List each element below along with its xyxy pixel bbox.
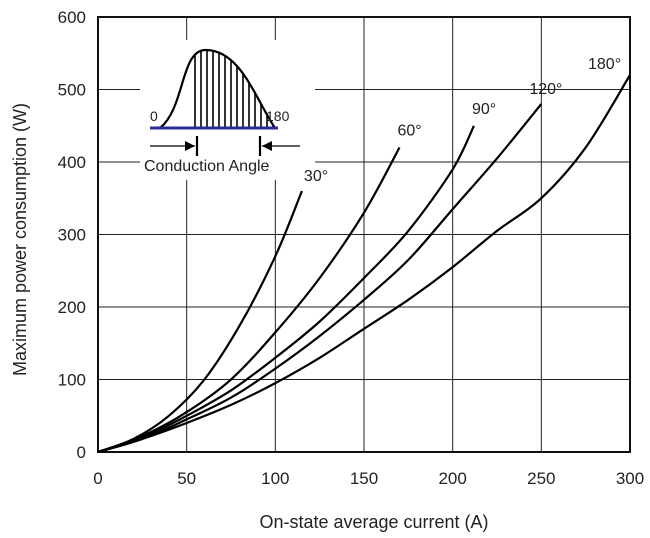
y-tick-label: 300: [58, 226, 86, 245]
plot-frame: [97, 16, 631, 453]
inset-background: [140, 40, 315, 180]
curve-90deg: [97, 125, 475, 454]
series-labels: 30° 60° 90° 120° 180°: [304, 56, 621, 185]
inset-caption: Conduction Angle: [144, 158, 270, 175]
x-tick-label: 200: [438, 469, 466, 488]
x-tick-label: 150: [350, 469, 378, 488]
series-label-60deg: 60°: [397, 123, 421, 140]
curve-60deg: [97, 146, 401, 454]
series-label-30deg: 30°: [304, 168, 328, 185]
tick-labels: 0 50 100 150 200 250 300 0 100 200 300 400 500 600: [58, 8, 645, 488]
conduction-angle-inset: 0 180 Conduction Angle: [140, 40, 315, 180]
x-tick-label: 250: [527, 469, 555, 488]
curve-180deg: [97, 74, 631, 454]
x-tick-label: 100: [261, 469, 289, 488]
x-axis-label: On-state average current (A): [259, 512, 488, 532]
curves: [97, 74, 631, 454]
x-tick-label: 50: [177, 469, 196, 488]
inset-waveform: [159, 48, 276, 129]
y-tick-label: 100: [58, 371, 86, 390]
inset-label-0: 0: [150, 108, 158, 124]
inset-label-180: 180: [266, 108, 290, 124]
y-tick-label: 200: [58, 298, 86, 317]
y-tick-label: 400: [58, 153, 86, 172]
y-tick-label: 600: [58, 8, 86, 27]
y-tick-label: 0: [77, 443, 86, 462]
series-label-120deg: 120°: [529, 81, 562, 98]
y-tick-label: 500: [58, 81, 86, 100]
curve-120deg: [97, 103, 543, 454]
y-axis-label: Maximum power consumption (W): [10, 103, 30, 376]
x-tick-label: 0: [93, 469, 102, 488]
x-tick-label: 300: [616, 469, 644, 488]
series-label-90deg: 90°: [472, 101, 496, 118]
series-label-180deg: 180°: [588, 56, 621, 73]
